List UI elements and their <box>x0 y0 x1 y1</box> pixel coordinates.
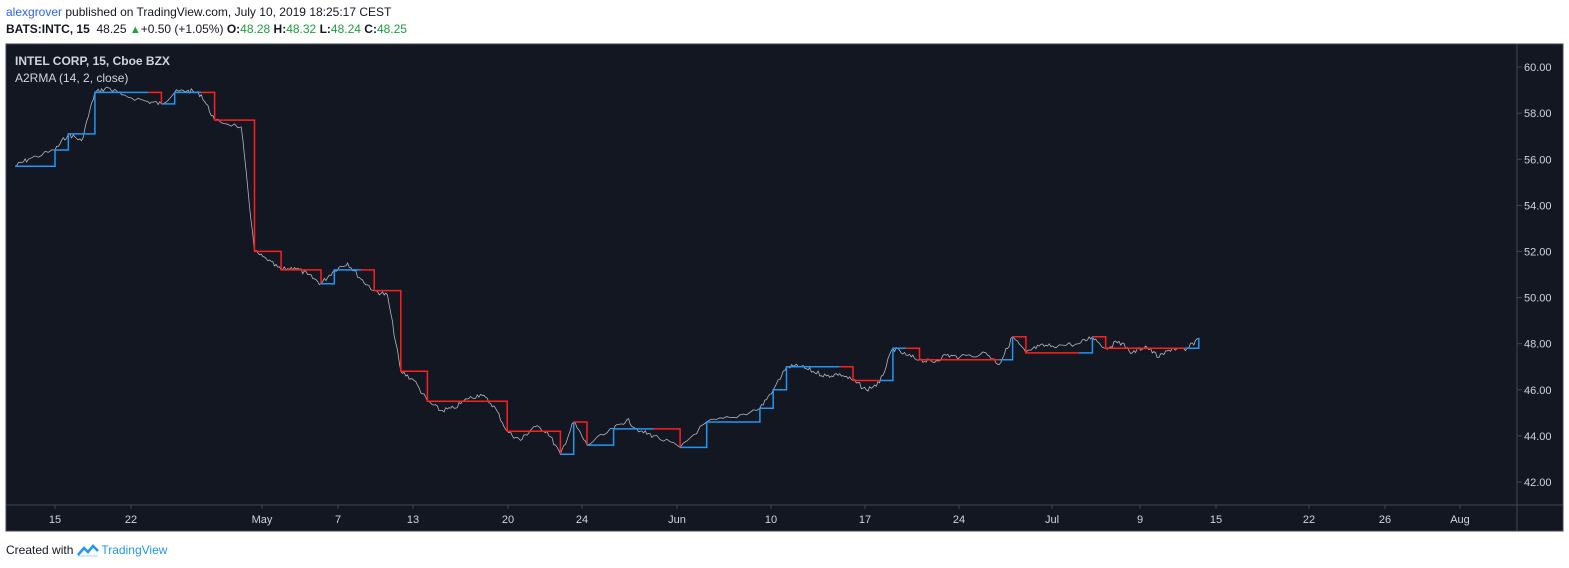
y-tick-label: 60.00 <box>1524 62 1552 74</box>
y-tick-label: 46.00 <box>1524 385 1552 397</box>
published-text: published on TradingView.com, July 10, 2… <box>65 5 392 19</box>
x-tick-label: Jun <box>668 514 686 526</box>
a2rma-falling-segment <box>360 269 562 455</box>
created-with-text: Created with <box>6 543 74 557</box>
low-value: 48.24 <box>330 22 361 36</box>
x-tick-label: 22 <box>1303 514 1315 526</box>
x-tick-label: 15 <box>49 514 61 526</box>
x-tick-label: 22 <box>125 514 137 526</box>
open-value: 48.28 <box>240 22 271 36</box>
symbol-info: BATS:INTC, 15 48.25 ▲+0.50 (+1.05%) O:48… <box>6 22 407 36</box>
a2rma-falling-segment <box>839 365 880 382</box>
a2rma-rising-segment <box>1079 336 1094 354</box>
x-tick-label: 24 <box>576 514 588 526</box>
high-value: 48.32 <box>286 22 317 36</box>
footer: Created with TradingView <box>6 543 167 557</box>
high-label: H: <box>273 22 287 36</box>
author-link[interactable]: alexgrover <box>6 5 63 19</box>
a2rma-rising-segment <box>560 422 575 456</box>
x-axis: 15 22 May 7 13 20 24 Jun 10 17 24 Jul 9 15 22 26 Aug <box>49 505 1470 526</box>
a2rma-rising-segment <box>680 365 840 449</box>
tradingview-link[interactable]: TradingView <box>101 543 168 557</box>
last-price: 48.25 <box>96 22 127 36</box>
a2rma-falling-segment <box>201 91 322 284</box>
a2rma-falling-segment <box>573 421 588 446</box>
a2rma-falling-segment <box>148 91 163 104</box>
a2rma-rising-segment <box>321 269 361 285</box>
y-tick-label: 52.00 <box>1524 246 1552 258</box>
x-tick-label: May <box>252 514 273 526</box>
up-arrow-icon: ▲ <box>129 24 141 36</box>
close-label: C: <box>364 22 377 36</box>
a2rma-rising-segment <box>1185 337 1200 350</box>
y-tick-label: 54.00 <box>1524 200 1552 212</box>
a2rma-rising-segment <box>999 336 1014 361</box>
y-tick-label: 58.00 <box>1524 108 1552 120</box>
a2rma-rising-segment <box>879 347 907 382</box>
a2rma-rising-segment <box>161 91 202 105</box>
legend-series: INTEL CORP, 15, Cboe BZX <box>15 54 170 68</box>
x-tick-label: Jul <box>1045 514 1059 526</box>
y-tick-label: 56.00 <box>1524 154 1552 166</box>
chart-background <box>5 43 1564 532</box>
a2rma-falling-segment <box>1092 335 1186 350</box>
plot-area <box>14 86 1200 456</box>
y-axis: 42.00 44.00 46.00 48.00 50.00 52.00 54.00 56.00… <box>1517 62 1552 489</box>
close-value: 48.25 <box>376 22 407 36</box>
x-tick-label: 15 <box>1210 514 1222 526</box>
x-tick-label: 10 <box>765 514 777 526</box>
low-label: L: <box>319 22 331 36</box>
x-tick-label: Aug <box>1450 514 1470 526</box>
x-tick-label: 7 <box>335 514 341 526</box>
x-tick-label: 24 <box>953 514 965 526</box>
x-tick-label: 13 <box>407 514 419 526</box>
y-tick-label: 50.00 <box>1524 293 1552 305</box>
a2rma-falling-segment <box>906 347 1000 361</box>
legend-indicator: A2RMA (14, 2, close) <box>15 71 128 85</box>
y-tick-label: 44.00 <box>1524 431 1552 443</box>
a2rma-falling-segment <box>653 428 681 448</box>
symbol-label: BATS:INTC, 15 <box>6 22 90 36</box>
x-tick-label: 9 <box>1137 514 1143 526</box>
tradingview-logo-icon <box>77 544 100 557</box>
x-tick-label: 20 <box>502 514 514 526</box>
a2rma-rising-segment <box>587 428 654 446</box>
y-tick-label: 42.00 <box>1524 477 1552 489</box>
y-tick-label: 48.00 <box>1524 339 1552 351</box>
publish-info: alexgrover published on TradingView.com,… <box>6 5 391 19</box>
open-label: O: <box>226 22 241 36</box>
a2rma-falling-segment <box>1012 335 1080 354</box>
a2rma-rising-segment <box>15 91 149 167</box>
price-change: +0.50 (+1.05%) <box>140 22 224 36</box>
x-tick-label: 26 <box>1379 514 1391 526</box>
x-tick-label: 17 <box>859 514 871 526</box>
